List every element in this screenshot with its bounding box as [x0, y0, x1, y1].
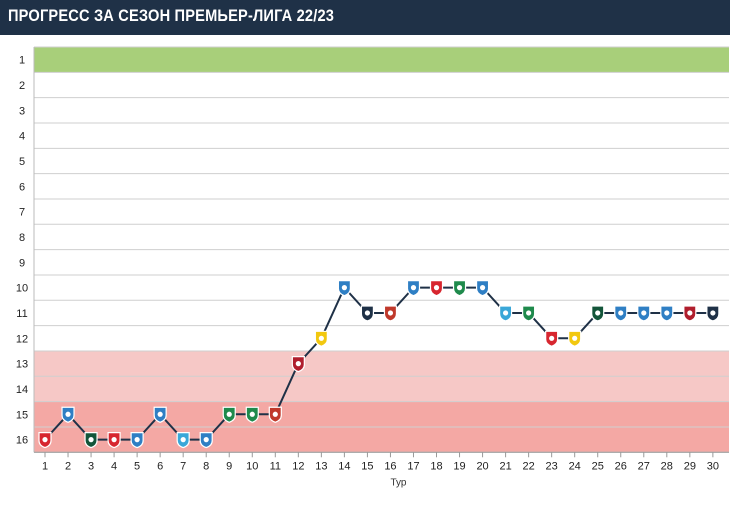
data-point-29 — [683, 305, 697, 322]
data-point-23 — [545, 330, 559, 347]
data-point-18 — [429, 280, 444, 297]
x-tick-label-18: 18 — [430, 460, 442, 472]
data-point-16 — [383, 305, 398, 322]
x-tick-label-6: 6 — [157, 460, 163, 472]
y-tick-label-9: 9 — [19, 257, 25, 269]
chart-title: ПРОГРЕСС ЗА СЕЗОН ПРЕМЬЕР-ЛИГА 22/23 — [8, 6, 335, 25]
data-point-24 — [568, 330, 582, 347]
x-tick-label-17: 17 — [407, 460, 419, 472]
x-tick-label-25: 25 — [592, 460, 604, 472]
x-tick-label-21: 21 — [499, 460, 511, 472]
y-tick-label-8: 8 — [19, 232, 25, 244]
data-point-7 — [176, 432, 190, 449]
x-tick-label-24: 24 — [569, 460, 581, 472]
data-point-21 — [499, 305, 513, 322]
x-tick-label-14: 14 — [338, 460, 350, 472]
y-tick-label-10: 10 — [16, 283, 28, 295]
x-tick-label-22: 22 — [523, 460, 535, 472]
y-tick-label-11: 11 — [16, 308, 27, 320]
x-tick-label-2: 2 — [65, 460, 71, 472]
data-point-5 — [130, 432, 144, 449]
data-point-2 — [61, 406, 75, 423]
y-tick-label-1: 1 — [19, 55, 25, 67]
x-tick-label-30: 30 — [707, 460, 719, 472]
y-tick-label-16: 16 — [16, 435, 28, 447]
x-tick-label-3: 3 — [88, 460, 94, 472]
x-tick-label-4: 4 — [111, 460, 117, 472]
data-point-3 — [84, 432, 98, 449]
x-tick-label-10: 10 — [246, 460, 258, 472]
y-tick-label-12: 12 — [16, 333, 28, 345]
zone-band-0 — [34, 47, 729, 73]
data-point-22 — [522, 305, 536, 322]
x-tick-label-16: 16 — [384, 460, 396, 472]
x-tick-label-1: 1 — [42, 460, 48, 472]
y-tick-label-2: 2 — [19, 80, 25, 92]
x-tick-label-13: 13 — [315, 460, 327, 472]
x-tick-label-19: 19 — [453, 460, 465, 472]
x-tick-label-9: 9 — [226, 460, 232, 472]
x-tick-label-15: 15 — [361, 460, 373, 472]
data-point-13 — [314, 330, 328, 347]
x-tick-label-29: 29 — [684, 460, 696, 472]
x-tick-label-11: 11 — [270, 460, 281, 472]
data-point-4 — [107, 432, 121, 449]
x-axis-label: Тур — [391, 477, 407, 488]
chart-header: ПРОГРЕСС ЗА СЕЗОН ПРЕМЬЕР-ЛИГА 22/23 — [0, 0, 730, 35]
x-tick-label-5: 5 — [134, 460, 140, 472]
x-tick-label-26: 26 — [615, 460, 627, 472]
y-tick-label-7: 7 — [19, 207, 25, 219]
x-tick-label-12: 12 — [292, 460, 304, 472]
x-tick-label-27: 27 — [638, 460, 650, 472]
y-tick-label-4: 4 — [19, 131, 25, 143]
data-point-17 — [406, 280, 421, 297]
y-tick-label-14: 14 — [16, 384, 28, 396]
data-point-19 — [452, 280, 467, 297]
data-point-27 — [637, 305, 651, 322]
y-tick-label-5: 5 — [19, 156, 25, 168]
data-point-9 — [222, 406, 236, 423]
data-point-10 — [245, 406, 259, 423]
data-point-20 — [475, 280, 490, 297]
data-point-30 — [706, 305, 720, 322]
y-tick-label-13: 13 — [16, 359, 28, 371]
data-point-14 — [337, 280, 351, 297]
x-tick-label-7: 7 — [180, 460, 186, 472]
data-point-28 — [660, 305, 674, 322]
x-tick-label-28: 28 — [661, 460, 673, 472]
data-point-11 — [268, 406, 282, 423]
data-point-25 — [591, 305, 605, 322]
x-tick-label-20: 20 — [476, 460, 488, 472]
y-tick-label-6: 6 — [19, 181, 25, 193]
data-point-12 — [291, 356, 305, 373]
x-tick-label-8: 8 — [203, 460, 209, 472]
x-tick-label-23: 23 — [546, 460, 558, 472]
y-tick-label-3: 3 — [19, 105, 25, 117]
data-point-1 — [38, 432, 52, 449]
y-tick-label-15: 15 — [16, 409, 28, 421]
data-point-26 — [614, 305, 628, 322]
data-point-6 — [153, 406, 167, 423]
data-point-8 — [199, 432, 213, 449]
data-point-15 — [360, 305, 375, 322]
